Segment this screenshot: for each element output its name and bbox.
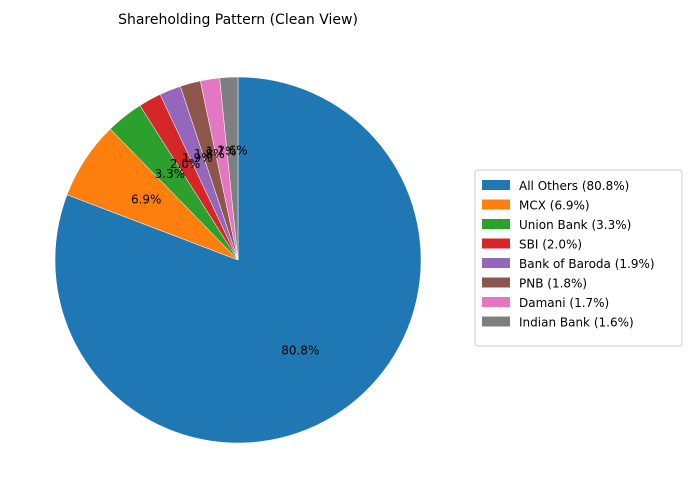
pie-percent-label-3: 2.0%	[170, 157, 201, 171]
legend-label-5: PNB (1.8%)	[519, 277, 587, 291]
legend-label-4: Bank of Baroda (1.9%)	[519, 257, 655, 271]
pie-percent-label-6: 1.7%	[206, 144, 237, 158]
pie-percent-labels: 80.8% 6.9% 3.3%2.0%1.9%1.8%1.7%1.6%	[131, 143, 319, 357]
pie-percent-label-7: 1.6%	[217, 143, 248, 157]
chart-legend: All Others (80.8%) MCX (6.9%) Union Bank (…	[474, 169, 683, 347]
pie-percent-label-2: 3.3%	[155, 167, 186, 181]
legend-swatch-0	[482, 180, 510, 190]
pie-percent-label-5: 1.8%	[194, 147, 225, 161]
legend-swatch-6	[482, 297, 510, 307]
pie-percent-label-0: 80.8%	[281, 343, 319, 357]
pie-slice-0	[54, 76, 422, 444]
legend-label-0: All Others (80.8%)	[519, 179, 629, 193]
pie-percent-label-4: 1.9%	[182, 151, 213, 165]
legend-swatch-1	[482, 199, 510, 210]
legend-label-2: Union Bank (3.3%)	[519, 218, 631, 232]
legend-swatch-4	[482, 258, 510, 268]
legend-label-1: MCX (6.9%)	[519, 199, 590, 213]
pie-slices	[54, 76, 422, 444]
legend-frame	[474, 169, 683, 347]
legend-swatch-2	[482, 219, 510, 229]
legend-label-3: SBI (2.0%)	[519, 238, 582, 252]
pie-slice-7	[219, 76, 239, 261]
legend-label-7: Indian Bank (1.6%)	[519, 316, 634, 330]
legend-label-6: Damani (1.7%)	[519, 296, 609, 310]
legend-swatch-7	[482, 316, 510, 327]
pie-percent-label-1: 6.9%	[131, 193, 162, 207]
legend-swatch-3	[482, 238, 510, 249]
legend-swatch-5	[482, 277, 510, 288]
chart-title: Shareholding Pattern (Clean View)	[118, 12, 358, 28]
